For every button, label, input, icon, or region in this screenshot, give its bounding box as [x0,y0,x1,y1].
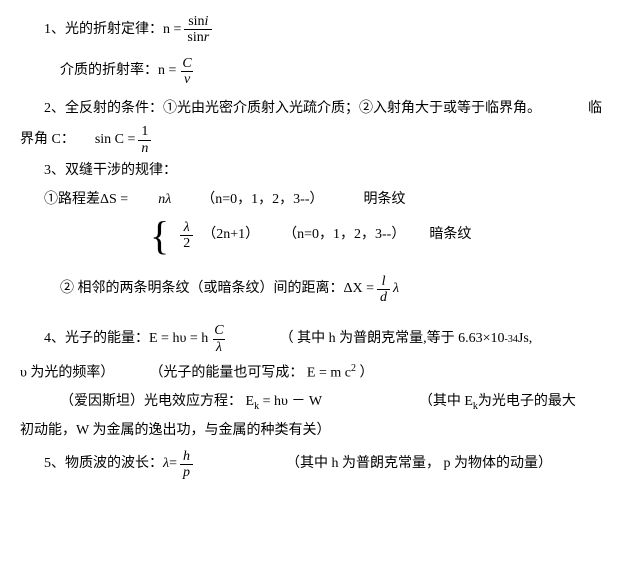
item-1b: 介质的折射率：n = C v [20,56,615,88]
item-4-line3: （爱因斯坦）光电效应方程： Ek = hυ － W （其中 Ek为光电子的最大 [20,389,615,416]
text: （光子的能量也可写成： E = m c [149,366,351,381]
text: ①路程差ΔS = [44,187,128,214]
item-4: 4、光子的能量：E = hυ = h C λ （ 其中 h 为普朗克常量,等于 … [20,323,615,355]
text: 界角 C： [20,127,75,154]
item-1: 1、光的折射定律：n = sini sinr [20,14,615,46]
exp: -34 [505,330,518,349]
cond: （n=0，1，2，3--） [283,222,405,249]
cond: （n=0，1，2，3--） [201,187,323,214]
label: 明条纹 [364,187,406,214]
expr: （2n+1） [202,222,259,249]
nlambda: nλ [158,187,171,214]
note: （ 其中 h 为普朗克常量,等于 6.63×10 [280,326,505,353]
label: 暗条纹 [429,222,471,249]
item-5: 5、物质波的波长： λ = h p （其中 h 为普朗克常量， p 为物体的动量… [20,449,615,481]
fraction-cv: C v [179,56,194,88]
item-2-line2: 界角 C： sin C = 1 n [20,124,615,156]
item-3-row3: ② 相邻的两条明条纹（或暗条纹）间的距离：ΔX = l d λ [20,274,615,306]
note-tail: Js, [518,326,532,353]
text: 5、物质波的波长： [44,451,163,478]
fraction-clambda: C λ [211,323,226,355]
tail: ） [356,366,374,381]
item-2: 2、全反射的条件：①光由光密介质射入光疏介质；②入射角大于或等于临界角。 临 [20,96,615,123]
fraction-hp: h p [180,449,193,481]
tail: 临 [588,101,602,116]
text: （其中 E [419,394,473,409]
fraction-lambda2: λ 2 [180,220,193,252]
item-3: 3、双缝干涉的规律： [20,158,615,185]
text: 1、光的折射定律：n = [44,17,181,44]
text: υ 为光的频率） [20,366,114,381]
lambda: λ [393,276,399,303]
text: 2、全反射的条件：①光由光密介质射入光疏介质；②入射角大于或等于临界角。 [44,101,541,116]
item-4-line4: 初动能，W 为金属的逸出功，与金属的种类有关） [20,418,615,445]
item-4-line2: υ 为光的频率） （光子的能量也可写成： E = m c2 ） [20,359,615,387]
text: 4、光子的能量：E = hυ = h [44,326,208,353]
text: 初动能，W 为金属的逸出功，与金属的种类有关） [20,423,330,438]
fraction-ld: l d [377,274,390,306]
item-3-row1: ①路程差ΔS = nλ （n=0，1，2，3--） 明条纹 [20,187,615,214]
text: （爱因斯坦）光电效应方程： E [60,394,254,409]
note: （其中 h 为普朗克常量， p 为物体的动量） [286,451,552,478]
text: 为光电子的最大 [478,394,576,409]
text: = hυ － W [259,394,322,409]
fraction-1n: 1 n [138,124,151,156]
text: 3、双缝干涉的规律： [44,163,177,178]
case-dark: λ 2 （2n+1） （n=0，1，2，3--） 暗条纹 [177,220,471,252]
text: ② 相邻的两条明条纹（或暗条纹）间的距离：ΔX = [60,276,374,303]
cases-brace: { λ 2 （2n+1） （n=0，1，2，3--） 暗条纹 [150,216,471,256]
text: 介质的折射率：n = [60,58,176,85]
eq: = [169,451,177,478]
fraction-sin: sini sinr [184,14,212,46]
text: sin C = [95,127,136,154]
